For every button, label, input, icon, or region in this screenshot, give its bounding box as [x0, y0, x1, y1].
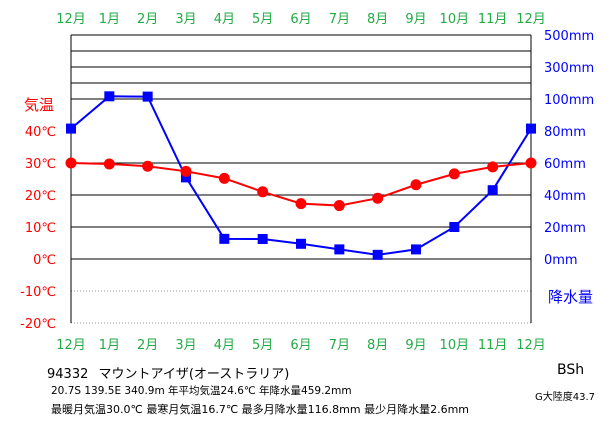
month-label-top: 12月: [56, 12, 86, 27]
precip-tick-label: 0mm: [544, 253, 578, 268]
month-label-bottom: 12月: [516, 338, 546, 353]
temp-tick-label: 30℃: [25, 157, 56, 172]
precip-point: [66, 123, 76, 134]
temp-tick-label: 20℃: [25, 189, 56, 204]
precip-point: [487, 185, 498, 196]
month-label-top: 11月: [478, 12, 508, 27]
precip-tick-label: 20mm: [544, 221, 586, 236]
temp-tick-label: 40℃: [25, 125, 56, 140]
precip-tick-label: 80mm: [544, 125, 586, 140]
precip-point: [142, 91, 153, 102]
precip-tick-label: 60mm: [544, 157, 586, 172]
precip-point: [411, 244, 421, 255]
climate-class: BSh: [557, 362, 585, 378]
month-label-bottom: 12月: [56, 338, 86, 353]
precip-axis-label: 降水量: [548, 288, 593, 306]
month-label-top: 3月: [175, 12, 196, 27]
precip-tick-label: 300mm: [544, 61, 594, 76]
temp-point: [372, 192, 384, 204]
temp-point: [103, 158, 115, 170]
precip-point: [219, 233, 230, 244]
month-label-bottom: 8月: [367, 338, 388, 353]
temp-tick-label: 0℃: [33, 253, 56, 268]
month-label-bottom: 11月: [478, 338, 508, 353]
month-label-bottom: 5月: [252, 338, 273, 353]
month-label-top: 4月: [214, 12, 235, 27]
temp-axis-label: 気温: [24, 96, 54, 114]
precip-point: [257, 234, 268, 244]
precip-point: [334, 244, 345, 255]
month-label-bottom: 2月: [137, 338, 158, 353]
month-label-top: 6月: [290, 12, 311, 27]
precip-point: [104, 91, 115, 102]
temp-point: [180, 165, 192, 177]
temp-point: [142, 160, 154, 172]
month-label-top: 1月: [99, 12, 120, 27]
temp-point: [295, 198, 307, 210]
temp-tick-label: 10℃: [25, 221, 56, 236]
precip-tick-label: 40mm: [544, 189, 586, 204]
precip-point: [449, 222, 460, 232]
station-header: 94332 マウントアイザ(オーストラリア): [47, 363, 289, 382]
precip-point: [372, 249, 383, 260]
month-label-top: 9月: [405, 12, 426, 27]
month-label-bottom: 6月: [290, 338, 311, 353]
month-label-top: 5月: [252, 12, 273, 27]
precip-tick-label: 100mm: [544, 93, 594, 108]
precip-point: [181, 172, 191, 183]
temp-point: [333, 200, 345, 212]
continentality-index: G大陸度43.7: [535, 392, 596, 403]
month-label-top: 8月: [367, 12, 388, 27]
temp-point: [410, 179, 422, 191]
month-label-top: 10月: [440, 12, 470, 27]
temp-point: [525, 157, 537, 169]
month-label-bottom: 7月: [329, 338, 350, 353]
station-id: 94332: [47, 367, 89, 382]
temp-tick-label: -20℃: [20, 317, 56, 332]
precip-tick-label: 500mm: [544, 29, 594, 44]
temp-point: [487, 161, 499, 173]
station-name: マウントアイザ(オーストラリア): [98, 367, 290, 382]
precip-series-line: [70, 95, 532, 256]
month-label-bottom: 9月: [405, 338, 426, 353]
station-stats-line2: 最暖月気温30.0℃ 最寒月気温16.7℃ 最多月降水量116.8mm 最少月降…: [51, 403, 470, 416]
temp-point: [65, 157, 77, 169]
month-label-top: 7月: [329, 12, 350, 27]
temp-point: [257, 186, 269, 198]
precip-point: [296, 238, 306, 249]
temp-tick-label: -10℃: [20, 285, 56, 300]
precip-point: [526, 123, 536, 134]
month-label-top: 12月: [516, 12, 546, 27]
month-label-bottom: 4月: [214, 338, 235, 353]
month-label-bottom: 3月: [175, 338, 196, 353]
temp-point: [218, 172, 230, 184]
month-label-bottom: 1月: [99, 338, 120, 353]
temp-point: [448, 168, 460, 180]
month-label-bottom: 10月: [440, 338, 470, 353]
month-label-top: 2月: [137, 12, 158, 27]
station-stats-line1: 20.7S 139.5E 340.9m 年平均気温24.6℃ 年降水量459.2…: [51, 385, 352, 397]
